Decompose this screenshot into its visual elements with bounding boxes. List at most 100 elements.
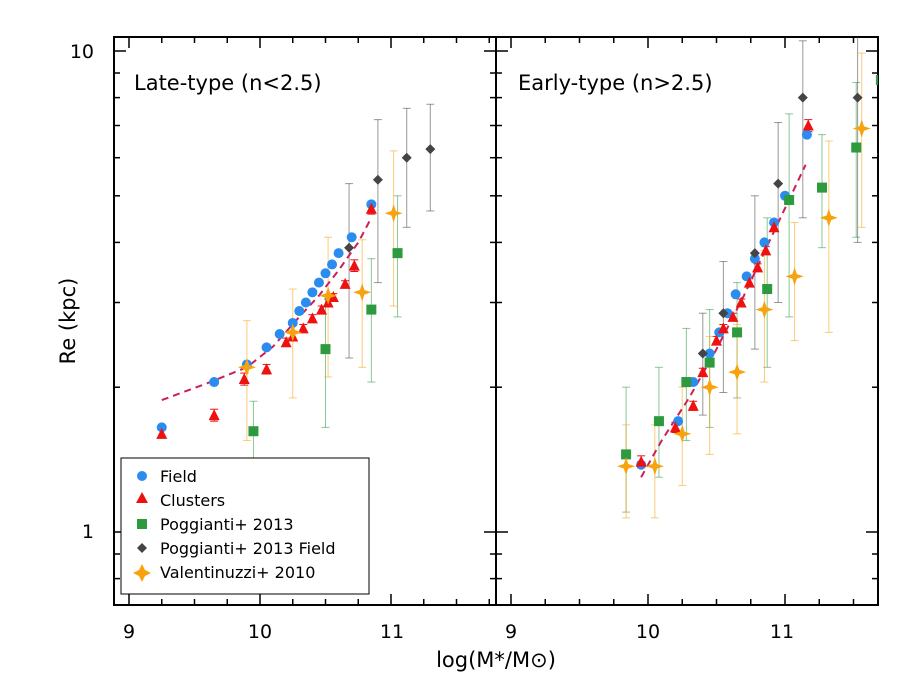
late-field-point — [333, 248, 344, 259]
early-clusters-point — [687, 399, 699, 411]
legend-poggianti-marker — [137, 519, 147, 529]
early-valentinuzzi-2010-point — [645, 457, 664, 476]
early-poggianti-2013-point — [851, 142, 862, 153]
late-poggianti-2013-point — [320, 344, 331, 355]
late-clusters-point — [261, 363, 273, 375]
y-tick-label-10: 10 — [70, 41, 94, 63]
early-clusters-point — [768, 221, 780, 233]
y-axis-label: Re (kpc) — [56, 278, 80, 365]
early-poggianti-2013-field-point — [797, 92, 808, 103]
late-valentinuzzi-2010-point — [319, 286, 338, 305]
late-clusters-point — [316, 303, 328, 315]
late-clusters-point — [208, 409, 220, 421]
late-field-point — [300, 297, 311, 308]
early-valentinuzzi-2010-point — [819, 208, 838, 227]
early-poggianti-2013-point — [732, 327, 743, 338]
early-clusters-point — [727, 310, 739, 322]
early-valentinuzzi-2010-point — [785, 267, 804, 286]
x-axis-label: log(M*/M⊙) — [436, 648, 556, 672]
late-clusters-point — [365, 202, 377, 214]
early-clusters-point — [711, 334, 722, 346]
early-clusters-point — [760, 244, 772, 256]
early-poggianti-2013-point — [784, 195, 795, 206]
early-field-point — [730, 289, 741, 300]
y-axis-label-group: Re (kpc) — [56, 278, 80, 365]
late-poggianti-2013-point — [392, 248, 403, 259]
early-plot-area — [617, 37, 878, 519]
early-valentinuzzi-2010-point — [700, 378, 719, 397]
early-poggianti-2013-point — [704, 357, 715, 368]
late-poggianti-2013-field-point — [344, 242, 355, 253]
x-tick-label-late-10: 10 — [248, 621, 272, 643]
early-clusters-point — [717, 322, 729, 334]
early-clusters-point — [635, 455, 647, 467]
late-clusters-point — [238, 373, 250, 385]
legend-clusters-marker — [136, 492, 148, 503]
legend-clusters-label: Clusters — [160, 491, 225, 510]
late-valentinuzzi-2010-point — [353, 283, 372, 302]
legend-valentinuzzi-label: Valentinuzzi+ 2010 — [160, 563, 315, 582]
early-poggianti-2013-field-point — [852, 92, 863, 103]
late-field-point — [346, 232, 357, 243]
early-type-panel-frame — [495, 36, 879, 606]
early-poggianti-2013-field-point — [749, 248, 760, 259]
x-tick-label-late-9: 9 — [123, 621, 135, 643]
late-type-panel-title: Late-type (n<2.5) — [134, 71, 322, 95]
late-clusters-point — [348, 259, 360, 271]
early-poggianti-2013-field-point — [773, 178, 784, 189]
late-clusters-point — [280, 336, 292, 348]
axis-ticks — [114, 37, 878, 605]
late-field-point — [313, 277, 324, 288]
late-valentinuzzi-2010-point — [237, 358, 256, 377]
y-tick-label-1: 1 — [82, 521, 94, 543]
late-clusters-point — [297, 322, 309, 334]
x-tick-label-early-10: 10 — [636, 621, 660, 643]
early-poggianti-2013-point — [681, 377, 692, 388]
legend: Field Clusters Poggianti+ 2013 Poggianti… — [120, 457, 370, 595]
legend-poggianti-label: Poggianti+ 2013 — [160, 515, 294, 534]
late-field-point — [209, 377, 220, 388]
early-clusters-point — [735, 296, 747, 308]
late-clusters-point — [156, 427, 168, 439]
late-field-point — [274, 329, 285, 340]
early-field-point — [749, 253, 760, 264]
data-marks — [156, 37, 878, 519]
x-tick-label-early-9: 9 — [505, 621, 517, 643]
early-valentinuzzi-2010-point — [755, 300, 774, 319]
early-valentinuzzi-2010-point — [617, 457, 636, 476]
early-field-point — [801, 129, 812, 140]
early-poggianti-2013-point — [816, 182, 827, 193]
late-poggianti-2013-point — [248, 426, 259, 437]
late-field-point — [307, 287, 318, 298]
late-field-point — [320, 268, 331, 279]
legend-field-label: Field — [160, 467, 197, 486]
late-fit-line — [161, 217, 373, 402]
early-poggianti-2013-point — [621, 449, 632, 460]
early-field-point — [704, 348, 715, 359]
late-field-point — [156, 422, 167, 433]
late-clusters-point — [306, 312, 318, 324]
early-type-panel-title: Early-type (n>2.5) — [518, 71, 713, 95]
legend-poggianti-field-label: Poggianti+ 2013 Field — [160, 539, 336, 558]
late-poggianti-2013-field-point — [401, 152, 412, 163]
early-valentinuzzi-2010-point — [673, 424, 692, 443]
early-clusters-point — [743, 276, 755, 288]
late-poggianti-2013-field-point — [372, 174, 383, 185]
x-tick-label-late-11: 11 — [380, 621, 404, 643]
late-clusters-point — [339, 277, 351, 289]
late-field-point — [287, 317, 298, 328]
early-poggianti-2013-field-point — [697, 348, 708, 359]
late-field-point — [261, 342, 272, 353]
x-tick-label-early-11: 11 — [770, 621, 794, 643]
early-poggianti-2013-field-point — [718, 308, 729, 319]
early-clusters-point — [697, 366, 709, 378]
early-clusters-point — [802, 119, 814, 131]
early-poggianti-2013-point — [875, 75, 878, 86]
legend-box — [120, 457, 370, 595]
early-poggianti-2013-point — [762, 284, 773, 295]
early-poggianti-2013-point — [653, 416, 664, 427]
late-poggianti-2013-field-point — [425, 144, 436, 155]
early-field-point — [759, 237, 770, 248]
early-fit-line — [640, 164, 807, 478]
